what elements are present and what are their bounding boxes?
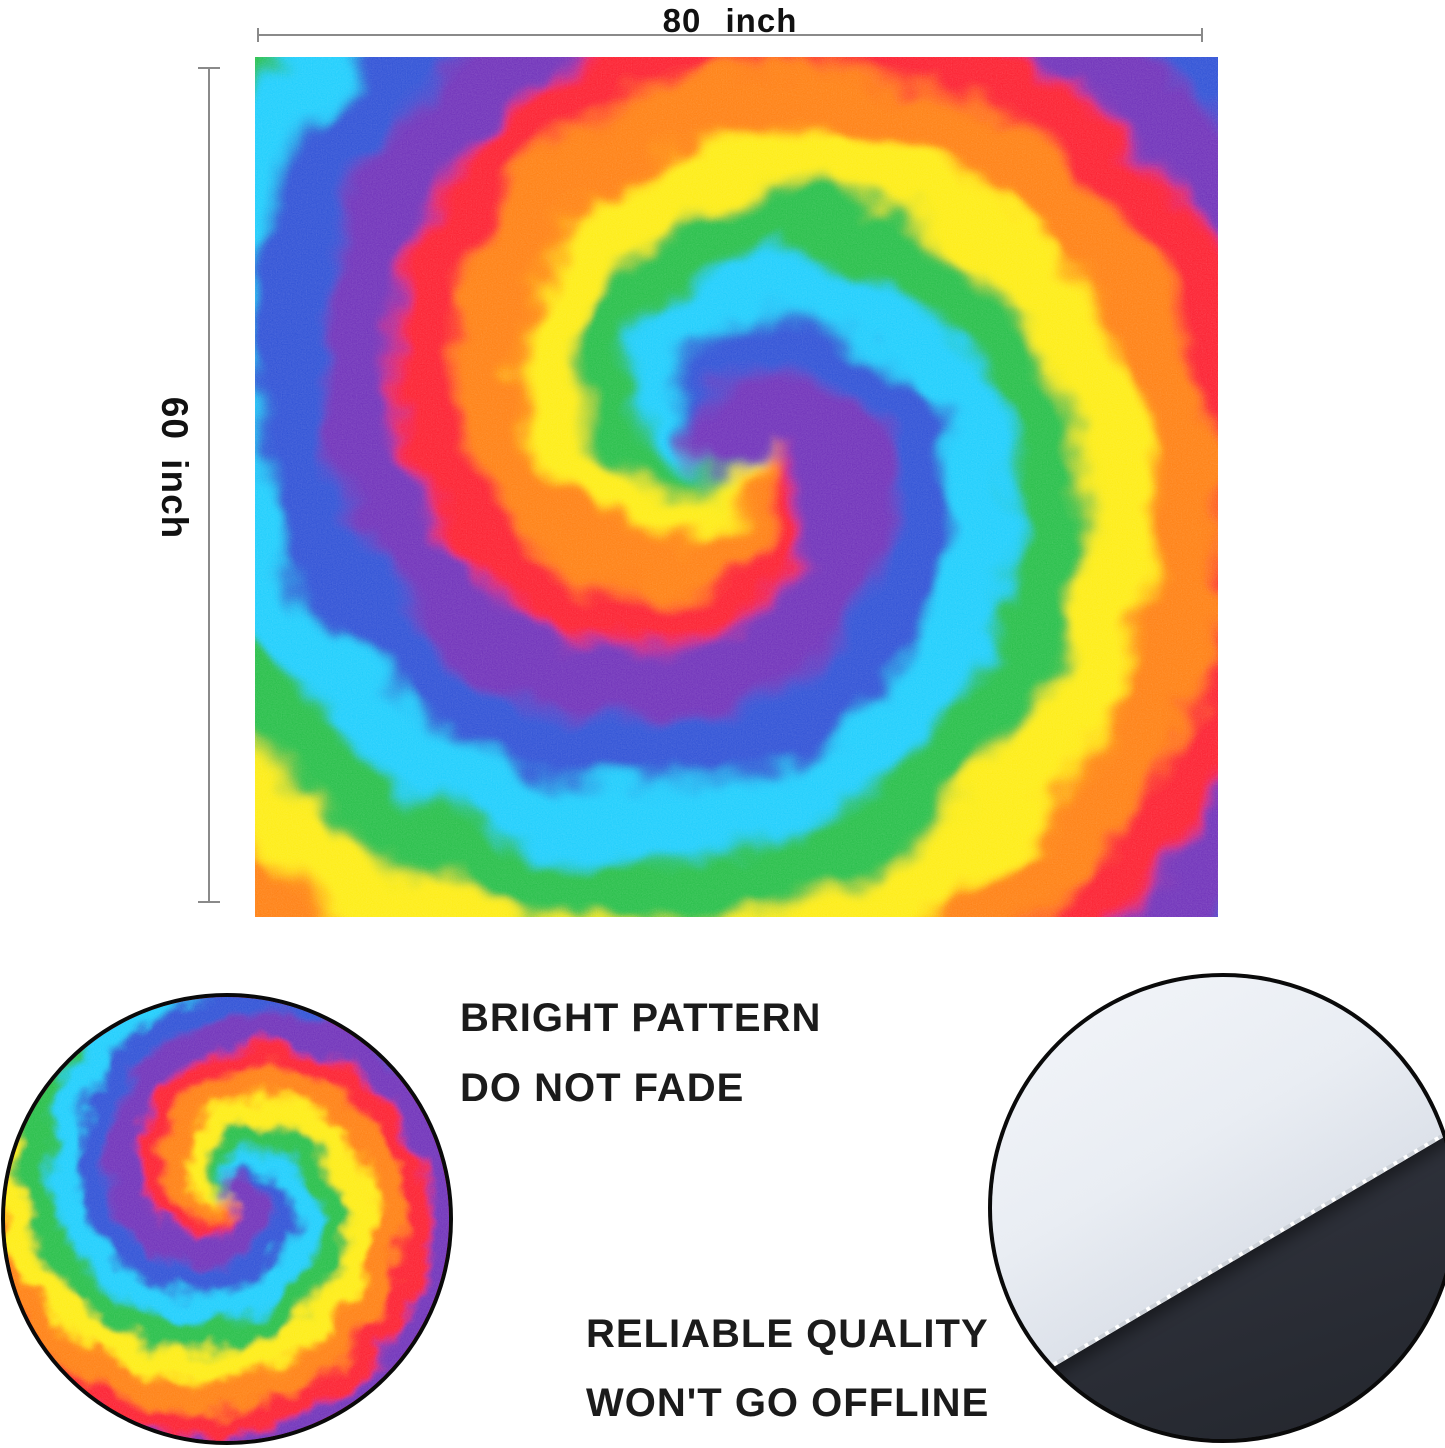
- tie-dye-spiral-graphic: [255, 57, 1218, 917]
- tie-dye-tapestry-photo: [255, 57, 1218, 917]
- height-line-top-tick: [198, 67, 220, 69]
- caption-bright-pattern-line2: DO NOT FADE: [460, 1066, 745, 1110]
- width-line-left-tick: [257, 28, 259, 42]
- caption-reliable-quality-line1: RELIABLE QUALITY: [586, 1312, 989, 1356]
- caption-bright-pattern-line1: BRIGHT PATTERN: [460, 996, 822, 1040]
- width-dimension-line: [257, 28, 1203, 42]
- height-line-bottom-tick: [198, 901, 220, 903]
- pattern-detail-inset: [1, 993, 453, 1445]
- fabric-detail-inset: [988, 973, 1445, 1443]
- pattern-inset-spiral-graphic: [5, 997, 449, 1441]
- height-dimension-label: 60 inch: [154, 396, 195, 540]
- caption-reliable-quality-line2: WON'T GO OFFLINE: [586, 1381, 990, 1425]
- width-dimension-label: 80 inch: [662, 2, 798, 39]
- height-dimension-line: [198, 67, 220, 903]
- width-line-right-tick: [1201, 28, 1203, 42]
